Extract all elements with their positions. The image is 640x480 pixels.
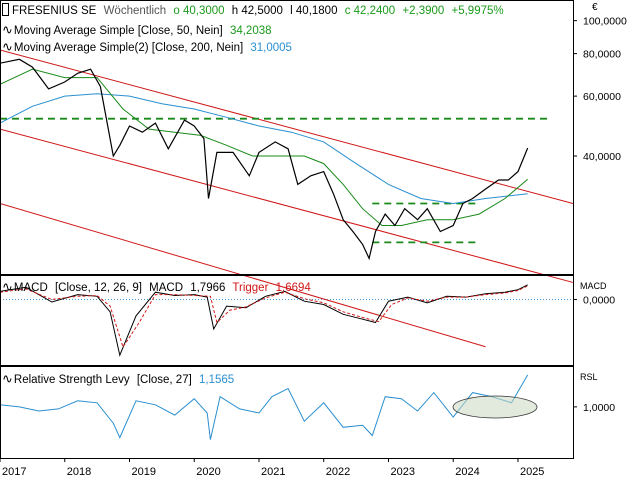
ma1-label: Moving Average Simple [Close, 50, Nein]	[13, 25, 223, 37]
x-tick-label: 2024	[455, 466, 479, 478]
change-pct-value: +5,9975%	[451, 5, 504, 17]
price-tick-label: 80,0000	[583, 49, 621, 61]
x-tick-label: 2019	[131, 466, 155, 478]
axis-labels: 100,0000 80,0000 60,0000 40,0000 0,0000 1,000…	[0, 16, 627, 478]
ma50-line	[0, 68, 529, 226]
macd-axis-title: MACD	[580, 281, 607, 291]
high-value: h 42,5000	[231, 5, 283, 17]
ma-icon: ∿	[2, 22, 13, 37]
x-tick-label: 2022	[326, 466, 350, 478]
rsl-params: [Close, 27]	[136, 374, 192, 386]
rsl-title: Relative Strength Levy	[13, 374, 130, 386]
price-tick-label: 40,0000	[583, 151, 621, 163]
ma1-value: 34,2038	[229, 25, 272, 37]
macd-tick-label: 0,0000	[583, 295, 615, 307]
support-lines	[0, 117, 551, 244]
ma-icon: ∿	[2, 371, 13, 386]
trigger-label: Trigger	[232, 282, 269, 294]
rsl-value: 1,1565	[199, 374, 235, 386]
trigger-value: 1,6694	[275, 282, 311, 294]
price-line	[0, 58, 529, 261]
macd-line	[0, 284, 528, 357]
price-tick-label: 100,0000	[583, 16, 627, 28]
ma-icon: ∿	[2, 279, 13, 294]
macd-title: MACD	[13, 282, 48, 294]
header-line-1: FRESENIUS SE Wöchentlich o 40,3000 h 42,…	[2, 3, 508, 17]
open-value: o 40,3000	[173, 5, 225, 17]
header-line-3: ∿Moving Average Simple(2) [Close, 200, N…	[2, 39, 296, 55]
rsl-axis-title: RSL	[580, 372, 598, 382]
ma-icon: ∿	[2, 39, 13, 54]
x-tick-label: 2018	[67, 466, 91, 478]
close-value: c 42,2400	[344, 5, 396, 17]
candle-icon	[2, 3, 9, 16]
symbol-name: FRESENIUS SE	[12, 5, 97, 17]
low-value: l 40,1800	[290, 5, 338, 17]
trend-channel-line	[0, 49, 574, 205]
panel-border	[0, 366, 574, 459]
rsl-header: ∿Relative Strength Levy [Close, 27] 1,15…	[2, 371, 238, 387]
ma200-line	[0, 93, 528, 205]
price-tick-label: 60,0000	[583, 91, 621, 103]
trigger-line	[0, 285, 528, 349]
currency-label: €	[592, 2, 598, 13]
trend-channel-line	[0, 128, 574, 283]
rsl-highlight-ellipse	[452, 395, 538, 419]
x-tick-label: 2020	[196, 466, 220, 478]
panel-frames	[0, 0, 574, 459]
macd-value: 1,7966	[190, 282, 226, 294]
macd-header: ∿MACD [Close, 12, 26, 9] MACD 1,7966 Tri…	[2, 279, 315, 295]
x-tick-label: 2021	[261, 466, 285, 478]
change-value: +2,3900	[402, 5, 445, 17]
ma2-label: Moving Average Simple(2) [Close, 200, Ne…	[13, 42, 244, 54]
header-line-2: ∿Moving Average Simple [Close, 50, Nein]…	[2, 22, 276, 38]
interval-label: Wöchentlich	[103, 5, 167, 17]
panel-border	[0, 275, 574, 366]
x-tick-label: 2025	[520, 466, 544, 478]
ma2-value: 31,0005	[250, 42, 292, 54]
x-tick-label: 2023	[390, 466, 414, 478]
x-tick-label: 2017	[2, 466, 26, 478]
panel-border	[0, 0, 574, 275]
rsl-line	[0, 374, 529, 440]
macd-params: [Close, 12, 26, 9]	[54, 282, 142, 294]
rsl-tick-label: 1,0000	[583, 402, 615, 414]
macd-value-label: MACD	[149, 282, 184, 294]
